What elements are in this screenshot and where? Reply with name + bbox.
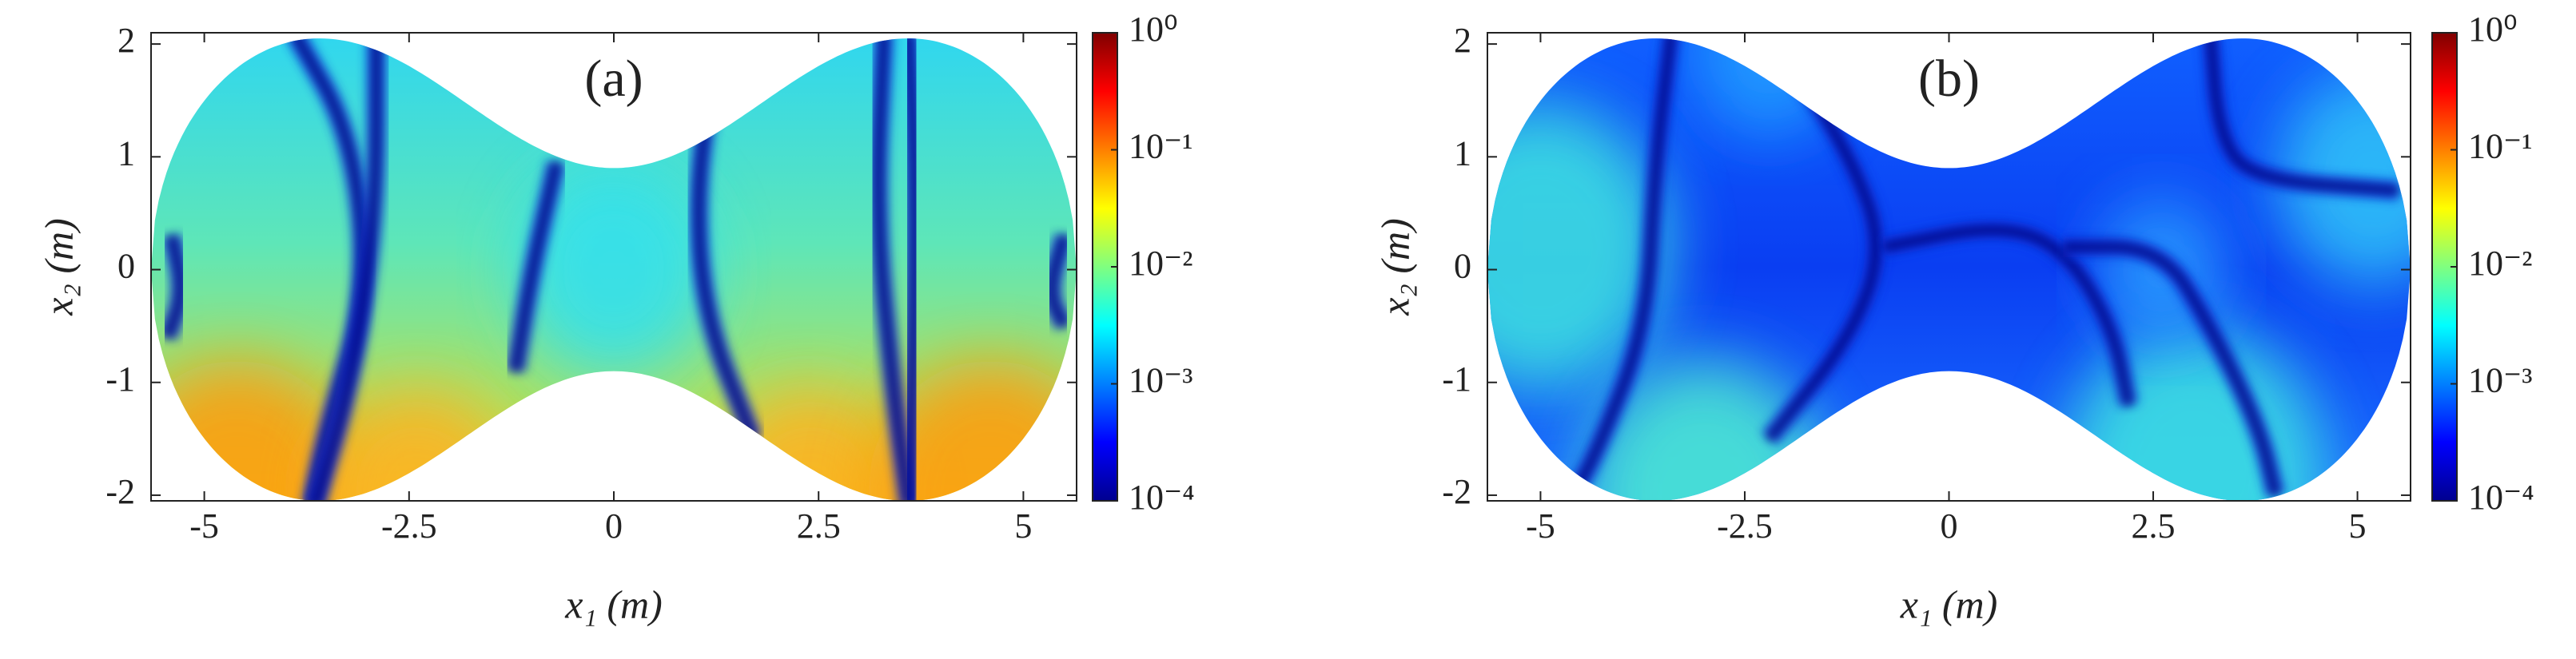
field-minimum bbox=[1570, 38, 1675, 498]
field-minimum bbox=[905, 38, 919, 502]
colorbar-tick-label: 10⁻³ bbox=[2468, 361, 2532, 400]
colorbar-tick-label: 10⁻² bbox=[2468, 244, 2532, 283]
x-tick-label: 0 bbox=[605, 506, 623, 546]
field-minimum bbox=[1048, 234, 1068, 328]
x-tick-label: 2.5 bbox=[797, 506, 841, 546]
y-tick-label: 2 bbox=[1454, 21, 1471, 60]
y-tick-label: 0 bbox=[117, 247, 135, 286]
y-tick-label: -2 bbox=[106, 472, 135, 511]
field-spot bbox=[1487, 102, 1671, 392]
colorbar-tick-label: 10⁰ bbox=[1129, 10, 1178, 49]
field-minimum bbox=[2207, 38, 2399, 195]
x-tick-label: 0 bbox=[1941, 506, 1958, 546]
x-tick-label: -5 bbox=[1526, 506, 1555, 546]
y-tick-label: -2 bbox=[1442, 472, 1471, 511]
colorbar-tick-label: 10⁻² bbox=[1129, 244, 1192, 283]
y-tick-label: -1 bbox=[1442, 359, 1471, 399]
x-tick-label: -5 bbox=[189, 506, 219, 546]
x-tick-label: 2.5 bbox=[2132, 506, 2176, 546]
y-tick-label: 0 bbox=[1454, 247, 1471, 286]
colorbar-tick-label: 10⁻¹ bbox=[1129, 127, 1192, 166]
field-minimum bbox=[1882, 226, 2132, 406]
y-tick-label: 1 bbox=[117, 133, 135, 173]
field-spot bbox=[516, 161, 712, 379]
field-spot bbox=[2063, 328, 2325, 502]
y-axis-label: x₂ (m) bbox=[1372, 218, 1417, 316]
panel-label: (b) bbox=[1918, 50, 1980, 108]
x-tick-label: 5 bbox=[2349, 506, 2367, 546]
panel-label: (a) bbox=[584, 50, 643, 108]
field-minimum bbox=[512, 161, 560, 372]
y-axis-label: x₂ (m) bbox=[36, 218, 81, 316]
field-minimum bbox=[874, 38, 913, 502]
y-tick-label: 1 bbox=[1454, 133, 1471, 173]
field-minimum bbox=[311, 38, 380, 502]
x-axis-label: x₁ (m) bbox=[1900, 582, 1997, 626]
x-tick-label: -2.5 bbox=[381, 506, 437, 546]
field-minimum bbox=[2063, 243, 2279, 496]
x-tick-label: -2.5 bbox=[1717, 506, 1773, 546]
colorbar-tick-label: 10⁻³ bbox=[1129, 361, 1192, 400]
panel: -5 -2.5 0 2.5 5 -2 -1 0 1 2 (a) x₁ (m) x₂ (m) 10⁰ 10⁻¹… bbox=[36, 10, 1195, 626]
colorbar-tick-label: 10⁰ bbox=[2468, 10, 2518, 49]
field-minimum bbox=[164, 235, 185, 339]
x-axis-label: x₁ (m) bbox=[564, 582, 662, 626]
colorbar-tick-label: 10⁻⁴ bbox=[1129, 478, 1195, 517]
y-tick-label: -1 bbox=[106, 359, 135, 399]
colorbar-tick-label: 10⁻⁴ bbox=[2468, 478, 2534, 517]
x-tick-label: 5 bbox=[1014, 506, 1032, 546]
colorbar-tick-label: 10⁻¹ bbox=[2468, 127, 2532, 166]
y-tick-label: 2 bbox=[117, 21, 135, 60]
panel: -5 -2.5 0 2.5 5 -2 -1 0 1 2 (b) x₁ (m) x₂ (m) 10⁰ 10⁻¹… bbox=[1372, 10, 2534, 626]
